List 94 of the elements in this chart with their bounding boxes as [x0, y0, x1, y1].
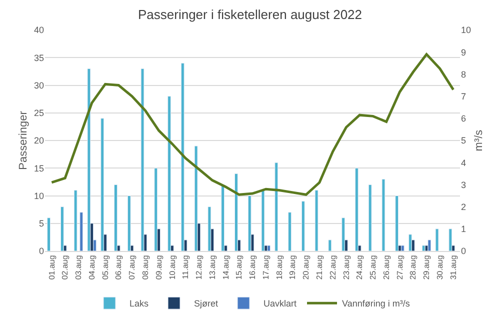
x-tick-label: 06.aug	[114, 255, 124, 280]
x-tick-label: 07.aug	[128, 255, 137, 280]
bar	[74, 190, 78, 251]
bar	[248, 196, 252, 251]
x-tick-label: 18.aug	[274, 255, 284, 280]
x-tick-label: 24.aug	[355, 255, 364, 280]
bar	[154, 168, 158, 251]
bar	[100, 118, 104, 251]
bar	[435, 228, 439, 251]
bar	[140, 68, 144, 251]
x-tick-label: 15.aug	[234, 255, 244, 280]
bar	[208, 206, 212, 251]
bar	[47, 218, 50, 251]
bar	[355, 168, 358, 251]
x-tick-label: 08.aug	[141, 255, 150, 280]
x-tick-label: 17.aug	[261, 255, 270, 280]
x-tick-label: 16.aug	[248, 255, 258, 280]
y2-tick-label: 5	[461, 136, 466, 146]
bar	[221, 184, 225, 251]
x-tick-label: 03.aug	[74, 255, 84, 280]
bar	[168, 96, 171, 251]
y-tick-label: 25	[34, 108, 44, 118]
bar	[267, 245, 270, 251]
x-tick-label: 10.aug	[168, 255, 177, 280]
line-series	[50, 53, 455, 196]
bar	[234, 173, 238, 251]
x-tick-label: 13.aug	[208, 255, 217, 280]
y2-axis-title: m³/s	[473, 129, 486, 152]
x-tick-label: 20.aug	[302, 255, 311, 280]
y2-tick-label: 6	[461, 114, 466, 124]
x-tick-label: 30.aug	[436, 255, 445, 280]
y-tick-label: 0	[38, 246, 44, 256]
bar	[288, 212, 292, 251]
x-tick-label: 22.aug	[328, 255, 338, 280]
y2-tick-label: 3	[461, 180, 466, 190]
legend-label: Laks	[130, 298, 150, 309]
y2-tick-label: 10	[461, 25, 472, 36]
bar	[328, 240, 332, 251]
bar	[127, 196, 131, 251]
y-tick-label: 10	[34, 190, 44, 201]
y-tick-label: 5	[38, 218, 44, 229]
y-tick-label: 35	[34, 52, 44, 63]
x-tick-label: 02.aug	[60, 255, 70, 280]
bar	[382, 178, 386, 251]
legend-label: Vannføring i m³/s	[342, 298, 410, 309]
bar	[194, 146, 198, 251]
x-tick-label: 28.aug	[408, 255, 418, 280]
legend-label: Sjøret	[194, 298, 219, 309]
bar	[314, 190, 318, 251]
x-tick-label: 27.aug	[395, 255, 404, 280]
y2-tick-label: 7	[461, 91, 466, 102]
bar	[448, 228, 452, 251]
x-tick-label: 19.aug	[288, 255, 298, 280]
bar	[408, 234, 412, 251]
y2-tick-label: 4	[461, 158, 466, 168]
bar	[114, 184, 118, 251]
bar	[261, 190, 265, 251]
x-tick-label: 04.aug	[87, 255, 96, 280]
x-tick-label: 21.aug	[315, 255, 324, 280]
bar	[274, 162, 278, 251]
y2-tick-label: 1	[461, 224, 466, 234]
y-tick-label: 30	[34, 80, 44, 90]
x-tick-label: 05.aug	[100, 255, 110, 280]
bar	[368, 184, 372, 251]
bar	[301, 201, 305, 251]
y-tick-label: 20	[34, 136, 44, 146]
bar	[428, 240, 432, 251]
x-tick-label: 09.aug	[154, 255, 164, 280]
bar	[180, 62, 184, 251]
x-tick-label: 01.aug	[47, 255, 56, 280]
y2-tick-label: 0	[461, 246, 466, 256]
bar	[87, 68, 91, 251]
bar	[395, 196, 399, 251]
bar	[60, 206, 64, 251]
y2-tick-label: 2	[461, 202, 466, 212]
y2-tick-label: 8	[461, 69, 466, 80]
y-tick-label: 15	[34, 163, 44, 174]
bar	[422, 245, 426, 251]
bar	[80, 212, 84, 251]
y-tick-label: 40	[34, 25, 44, 36]
x-tick-label: 26.aug	[382, 255, 391, 280]
x-tick-label: 23.aug	[342, 255, 351, 280]
x-tick-label: 25.aug	[368, 255, 378, 280]
legend-label: Uavklart	[264, 298, 298, 309]
bar	[342, 218, 346, 251]
x-tick-label: 14.aug	[221, 255, 230, 280]
x-tick-label: 12.aug	[194, 255, 204, 280]
x-tick-label: 11.aug	[181, 255, 190, 280]
y2-tick-label: 9	[461, 47, 466, 58]
x-tick-label: 29.aug	[422, 255, 432, 280]
x-tick-label: 31.aug	[448, 255, 458, 280]
chart-title: Passeringer i fisketelleren august 2022	[138, 6, 362, 22]
y-axis-title: Passeringer	[18, 110, 30, 170]
bar	[400, 245, 404, 251]
